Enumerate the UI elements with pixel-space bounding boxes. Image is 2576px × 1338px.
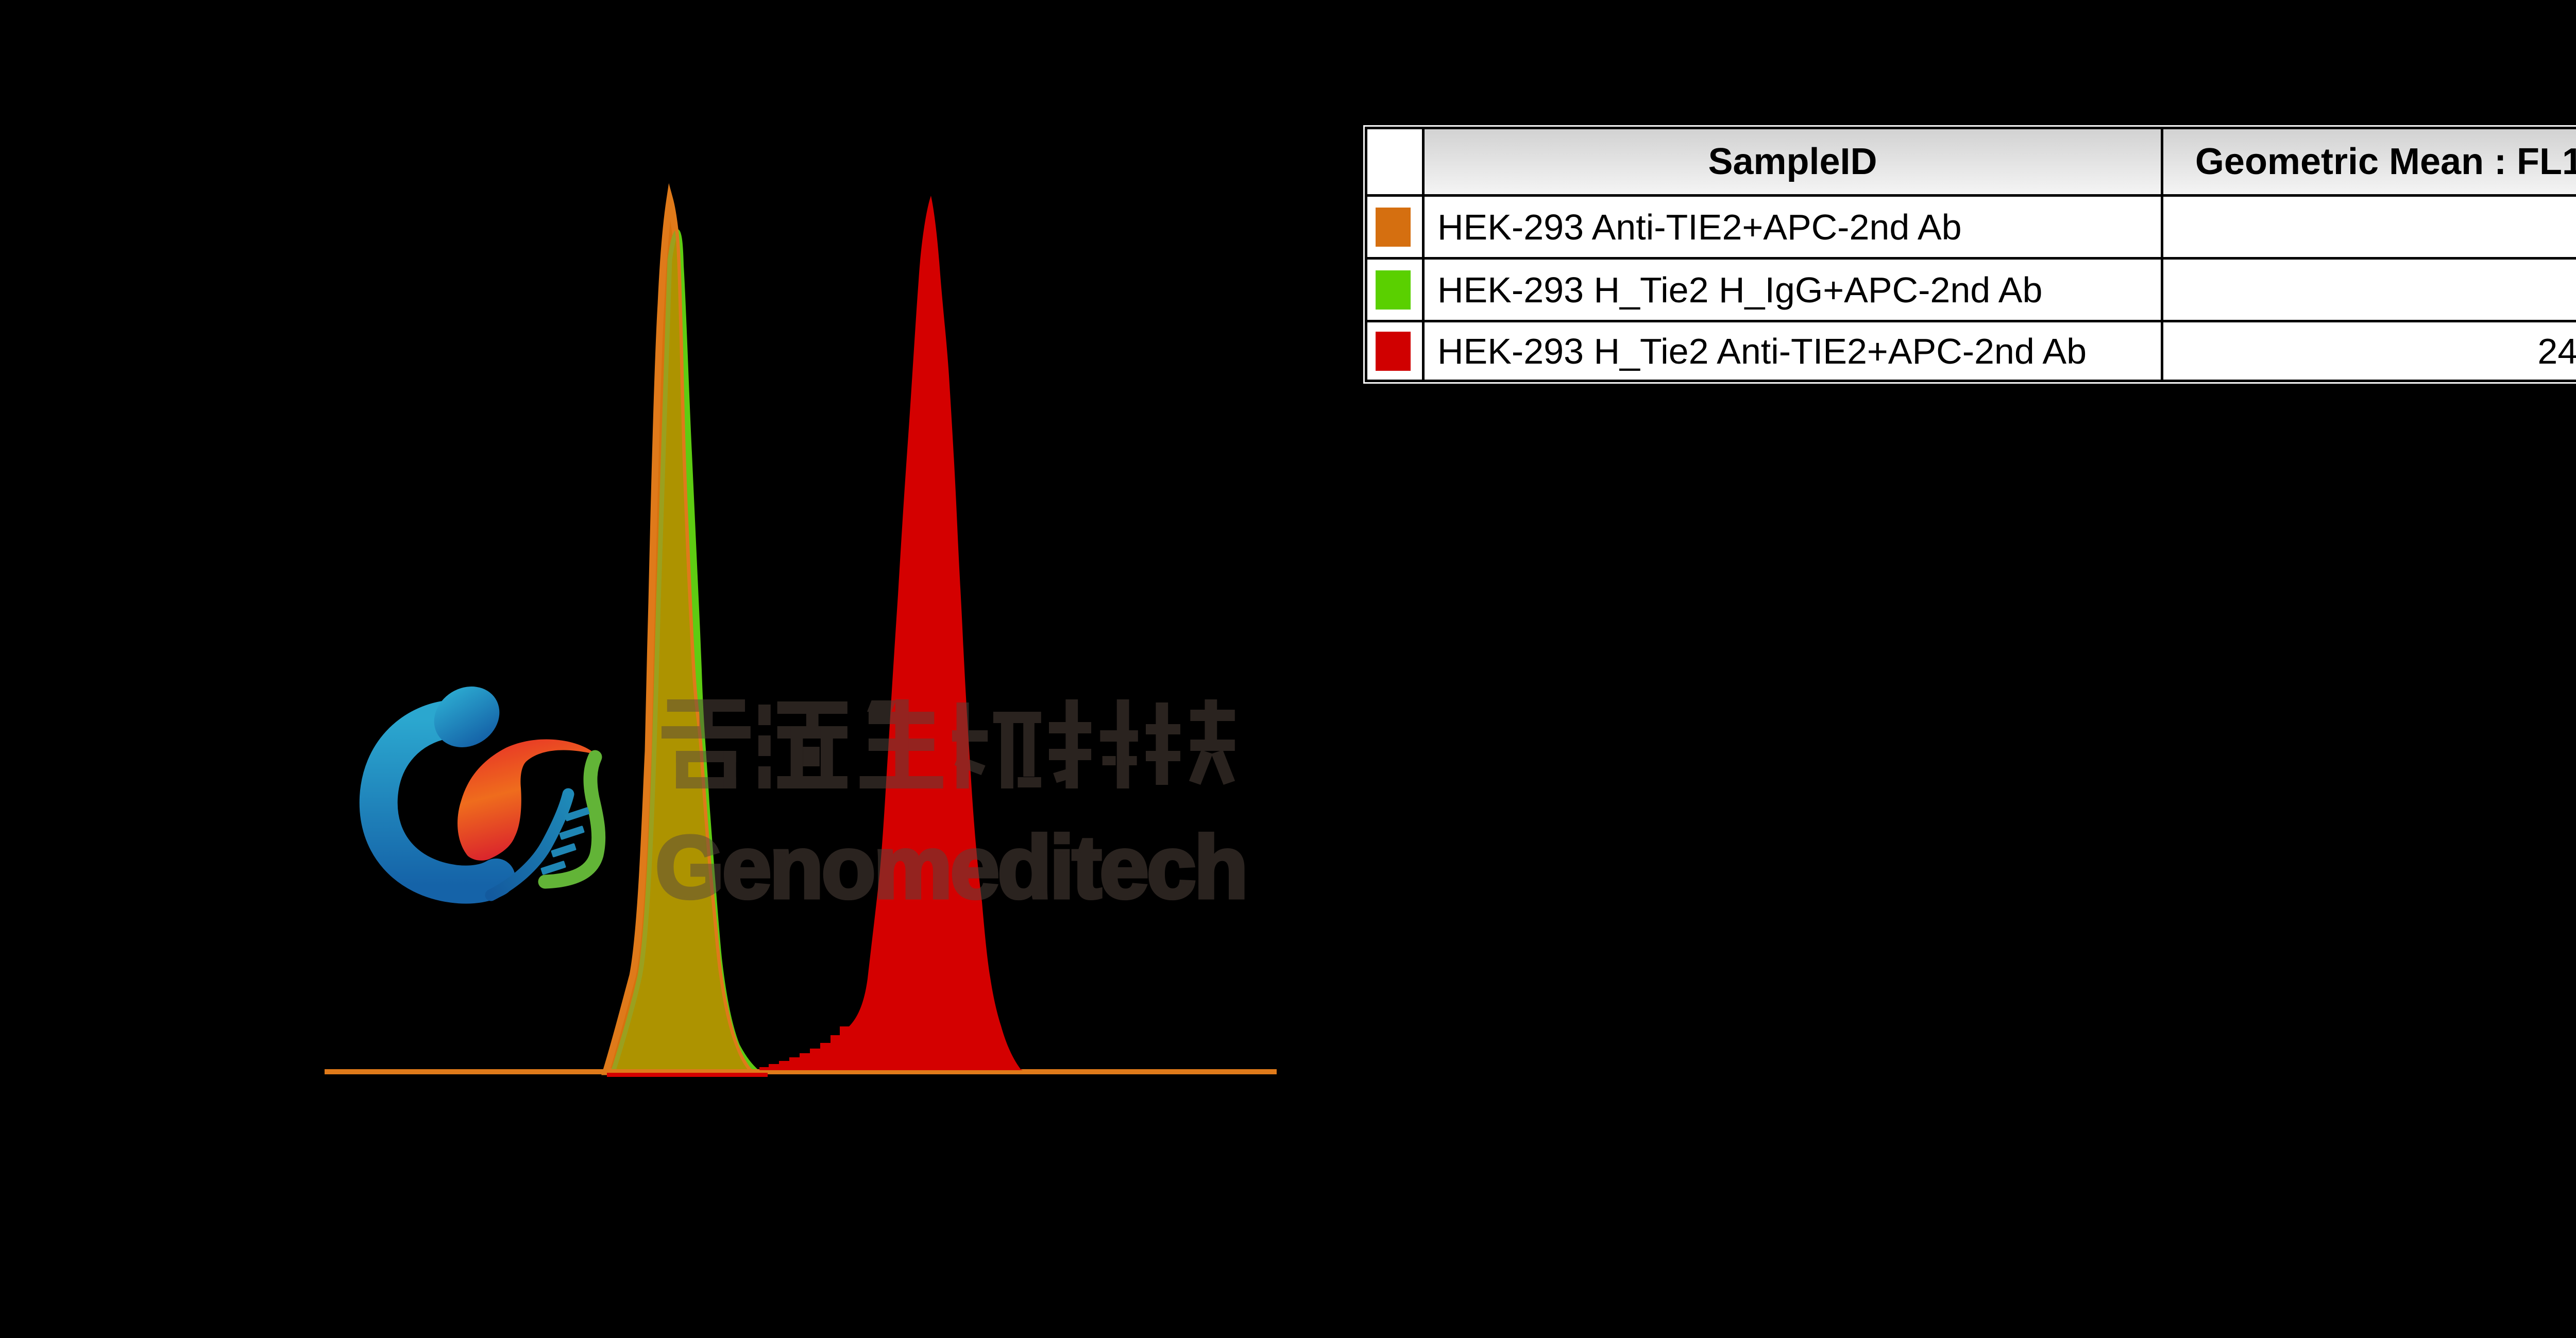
svg-text:Genomeditech: Genomeditech: [655, 818, 1246, 917]
